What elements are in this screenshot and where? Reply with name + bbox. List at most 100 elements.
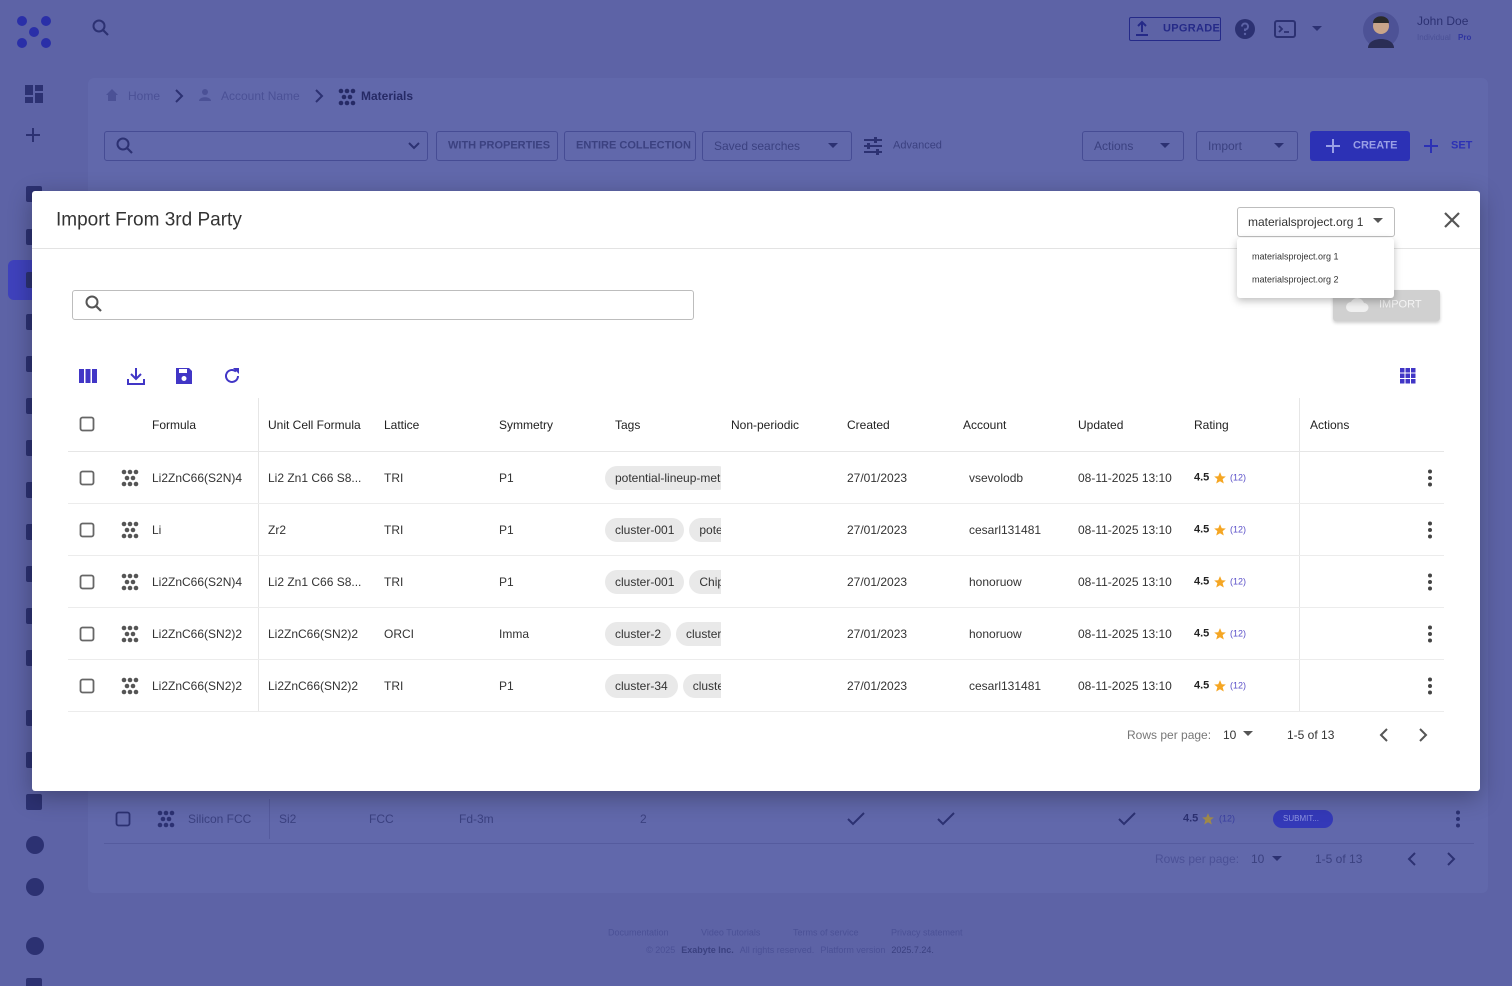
material-icon-part: [163, 822, 169, 828]
saved-searches-label: Saved searches: [714, 139, 801, 153]
next-page[interactable]: [1445, 851, 1457, 867]
advanced-icon[interactable]: [862, 136, 884, 156]
rating-star: [1213, 471, 1227, 485]
refresh-button-part: [233, 368, 239, 374]
source-option[interactable]: materialsproject.org 1: [1252, 251, 1339, 262]
sidebar-icon[interactable]: [24, 935, 44, 955]
advanced-label[interactable]: Advanced: [893, 139, 942, 152]
menu-caret[interactable]: [1311, 25, 1323, 33]
prev-page[interactable]: [1378, 727, 1390, 743]
row-line: [68, 711, 1444, 712]
sidebar-icon[interactable]: [24, 84, 44, 104]
actions-select[interactable]: [1082, 131, 1184, 161]
modal-search[interactable]: [72, 290, 694, 320]
grid-view-button[interactable]: [1400, 368, 1416, 384]
breadcrumb[interactable]: Home: [128, 89, 161, 103]
select-all-checkbox[interactable]: [79, 416, 95, 432]
check-mark-part: [937, 812, 955, 826]
source-option[interactable]: materialsproject.org 2: [1252, 274, 1339, 285]
sidebar-icon[interactable]: [24, 834, 44, 854]
upgrade-button[interactable]: [1129, 17, 1221, 41]
row-checkbox[interactable]: [79, 522, 95, 538]
row-menu-part: [1428, 482, 1432, 487]
close-button[interactable]: [1443, 211, 1461, 229]
sidebar-icon[interactable]: [24, 126, 44, 146]
footer-text: Platform version: [820, 945, 886, 955]
breadcrumb-separator: [313, 88, 325, 104]
footer-link[interactable]: Documentation: [608, 927, 669, 938]
footer-link[interactable]: Video Tutorials: [701, 927, 761, 938]
sidebar-icon[interactable]: [24, 976, 44, 986]
search-select-icon-part: [116, 137, 130, 151]
material-icon-part: [133, 521, 139, 527]
row-menu-part: [1428, 684, 1432, 688]
row-menu[interactable]: [1427, 573, 1433, 591]
materials-icon-part: [338, 88, 356, 106]
source-menu: [1237, 238, 1394, 298]
terminal-icon[interactable]: [1274, 20, 1296, 38]
sidebar-icon-part: [26, 937, 44, 955]
prev-page[interactable]: [1406, 851, 1418, 867]
row-checkbox[interactable]: [79, 678, 95, 694]
row-checkbox[interactable]: [115, 811, 131, 827]
account-icon: [198, 88, 212, 102]
breadcrumb[interactable]: Account Name: [221, 89, 300, 103]
set-icon[interactable]: [1422, 137, 1440, 155]
rating-count: (12): [1219, 813, 1236, 824]
column-header: Non-periodic: [731, 418, 800, 432]
materials-icon: [338, 88, 356, 106]
download-button[interactable]: [126, 366, 146, 386]
tag-chip: cluster-001: [605, 570, 685, 594]
footer-text: Exabyte Inc.: [681, 945, 734, 955]
avatar[interactable]: [1362, 10, 1400, 50]
source-select[interactable]: [1237, 207, 1395, 237]
entire-collection-button[interactable]: [564, 131, 696, 161]
logo: [16, 15, 52, 49]
create-icon-part: [1326, 139, 1340, 153]
row-menu-part: [1428, 580, 1432, 584]
row-menu-part: [1428, 469, 1432, 474]
row-menu-part: [1428, 476, 1432, 480]
with-properties-button[interactable]: [436, 131, 558, 161]
set-label[interactable]: SET: [1451, 139, 1473, 152]
row-checkbox[interactable]: [79, 470, 95, 486]
search-icon[interactable]: [91, 18, 111, 38]
upgrade-icon-part: [1136, 20, 1148, 36]
rows-per-page-value[interactable]: 10: [1223, 728, 1237, 742]
search-select[interactable]: [104, 131, 428, 161]
footer-link[interactable]: Terms of service: [793, 927, 859, 938]
row-checkbox[interactable]: [79, 574, 95, 590]
check-mark-part: [1118, 812, 1136, 826]
row-menu[interactable]: [1427, 625, 1433, 643]
material-icon-part: [157, 810, 175, 828]
refresh-button[interactable]: [222, 366, 242, 386]
row-menu[interactable]: [1427, 677, 1433, 695]
footer-link[interactable]: Privacy statement: [891, 927, 963, 938]
sidebar-icon[interactable]: [24, 876, 44, 896]
search-icon-part: [92, 19, 109, 36]
user-name: John Doe: [1417, 14, 1469, 28]
cell-text: TRI: [384, 679, 404, 693]
material-icon-part: [121, 481, 127, 487]
next-page[interactable]: [1417, 727, 1429, 743]
saved-searches-select[interactable]: [702, 131, 852, 161]
material-icon-part: [121, 677, 139, 695]
logo-part: [29, 27, 39, 37]
footer-line: © 2025 Exabyte Inc. All rights reserved. Pl…: [0, 945, 1512, 955]
column-header: Rating: [1194, 418, 1229, 432]
row-menu[interactable]: [1427, 469, 1433, 487]
rows-per-page-value[interactable]: 10: [1251, 852, 1265, 866]
tag-chip: Chip: [689, 570, 721, 594]
cell-text: Li2 Zn1 C66 S8...: [268, 575, 362, 589]
sidebar-icon[interactable]: [24, 792, 44, 812]
rating-value: 4.5: [1194, 679, 1210, 692]
save-button[interactable]: [174, 366, 194, 386]
import-select[interactable]: [1196, 131, 1298, 161]
row-menu[interactable]: [1427, 521, 1433, 539]
row-checkbox[interactable]: [79, 626, 95, 642]
help-icon[interactable]: [1234, 18, 1256, 40]
rating-star-part: [1202, 813, 1214, 825]
columns-button[interactable]: [78, 368, 98, 384]
row-menu[interactable]: [1455, 810, 1461, 828]
materials-icon-part: [338, 100, 344, 106]
